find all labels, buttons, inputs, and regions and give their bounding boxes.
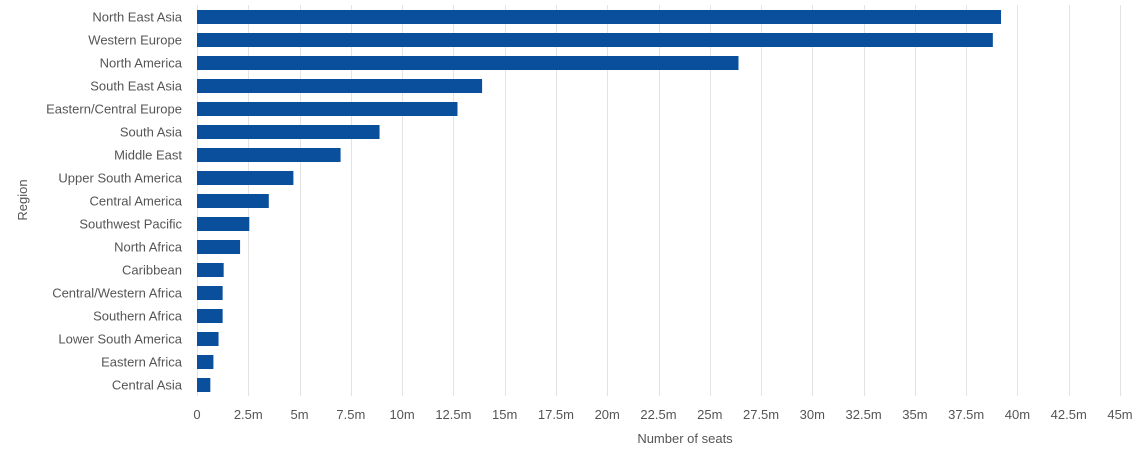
category-label: Eastern/Central Europe: [46, 102, 182, 117]
category-label: Caribbean: [122, 263, 182, 278]
x-tick-label: 30m: [800, 407, 825, 422]
x-tick-label: 32.5m: [846, 407, 882, 422]
bar[interactable]: [197, 332, 219, 346]
x-tick-label: 2.5m: [234, 407, 263, 422]
category-label: Southern Africa: [93, 309, 183, 324]
bar[interactable]: [197, 148, 341, 162]
bar[interactable]: [197, 355, 214, 369]
x-tick-label: 25m: [697, 407, 722, 422]
bar[interactable]: [197, 171, 294, 185]
category-label: Southwest Pacific: [79, 217, 182, 232]
bar[interactable]: [197, 102, 458, 116]
x-tick-label: 20m: [595, 407, 620, 422]
x-tick-label: 27.5m: [743, 407, 779, 422]
category-label: Lower South America: [58, 332, 182, 347]
bar[interactable]: [197, 10, 1002, 24]
category-label: North Africa: [114, 240, 183, 255]
category-label: North America: [100, 56, 183, 71]
bar[interactable]: [197, 33, 993, 47]
bar[interactable]: [197, 240, 241, 254]
category-label: Central America: [90, 194, 183, 209]
bar[interactable]: [197, 286, 223, 300]
x-tick-labels: 0 2.5m 5m 7.5m 10m 12.5m 15m 17.5m 20m 22.5m 25m 27…: [193, 407, 1132, 422]
x-axis-title: Number of seats: [637, 431, 733, 446]
category-label: South Asia: [120, 125, 183, 140]
y-axis-title: Region: [15, 179, 30, 220]
x-tick-label: 22.5m: [640, 407, 676, 422]
bar[interactable]: [197, 217, 250, 231]
x-tick-label: 0: [193, 407, 200, 422]
bars: [197, 10, 1002, 392]
bar[interactable]: [197, 56, 739, 70]
x-tick-label: 15m: [492, 407, 517, 422]
bar[interactable]: [197, 309, 223, 323]
category-label: Upper South America: [58, 171, 182, 186]
category-label: Western Europe: [88, 33, 182, 48]
x-tick-label: 17.5m: [538, 407, 574, 422]
category-label: Central Asia: [112, 378, 183, 393]
bar[interactable]: [197, 125, 380, 139]
category-label: North East Asia: [92, 10, 182, 25]
category-labels: North East Asia Western Europe North Ameri…: [46, 10, 183, 393]
category-label: Middle East: [114, 148, 182, 163]
bar[interactable]: [197, 263, 224, 277]
x-tick-label: 40m: [1005, 407, 1030, 422]
bar[interactable]: [197, 378, 211, 392]
x-tick-label: 7.5m: [336, 407, 365, 422]
grid-lines: [197, 5, 1121, 396]
x-tick-label: 37.5m: [948, 407, 984, 422]
x-tick-label: 5m: [291, 407, 309, 422]
x-tick-label: 35m: [902, 407, 927, 422]
category-label: Central/Western Africa: [52, 286, 183, 301]
bar[interactable]: [197, 79, 483, 93]
x-tick-label: 12.5m: [435, 407, 471, 422]
bar[interactable]: [197, 194, 269, 208]
category-label: Eastern Africa: [101, 355, 183, 370]
x-tick-label: 42.5m: [1051, 407, 1087, 422]
x-tick-label: 10m: [389, 407, 414, 422]
x-tick-label: 45m: [1107, 407, 1132, 422]
category-label: South East Asia: [90, 79, 183, 94]
